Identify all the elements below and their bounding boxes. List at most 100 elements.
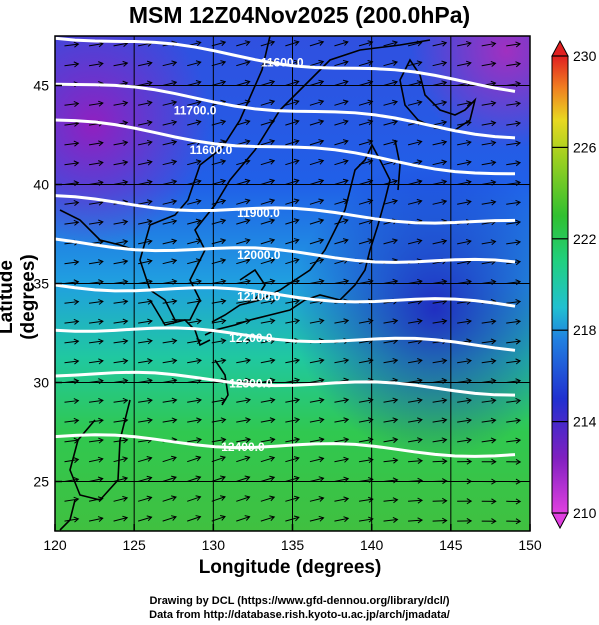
- wind-arrowhead: [417, 377, 423, 384]
- x-tick-label: 140: [360, 537, 384, 553]
- wind-arrow: [138, 340, 153, 344]
- wind-arrowhead: [171, 377, 178, 384]
- wind-arrowhead: [441, 397, 448, 404]
- wind-arrow: [285, 300, 300, 304]
- wind-arrowhead: [515, 219, 522, 226]
- wind-arrow: [334, 140, 349, 146]
- wind-arrow: [162, 340, 177, 344]
- wind-arrow: [187, 438, 202, 443]
- wind-arrowhead: [98, 140, 104, 147]
- wind-arrow: [481, 281, 496, 284]
- wind-arrowhead: [195, 179, 202, 185]
- wind-arrow: [506, 399, 521, 403]
- wind-arrow: [260, 160, 275, 166]
- wind-arrowhead: [73, 101, 80, 107]
- wind-arrowhead: [392, 397, 399, 404]
- colorbar-max-arrow: [551, 39, 569, 57]
- wind-arrowhead: [146, 100, 153, 107]
- wind-arrow: [236, 476, 250, 482]
- wind-arrowhead: [293, 495, 300, 502]
- wind-arrow: [236, 259, 250, 265]
- wind-arrow: [187, 379, 202, 383]
- plot-area: 11600.0 11700.0 11600.0 11900.0 12000.0 12100…: [55, 36, 530, 531]
- wind-arrowhead: [490, 120, 497, 127]
- wind-arrowhead: [490, 140, 497, 147]
- wind-arrowhead: [220, 119, 227, 126]
- wind-arrowhead: [368, 496, 374, 503]
- wind-arrow: [309, 399, 324, 403]
- wind-arrowhead: [490, 60, 497, 67]
- wind-arrowhead: [417, 517, 424, 524]
- wind-arrowhead: [220, 475, 226, 482]
- wind-arrowhead: [122, 358, 129, 365]
- colorbar-tick-label: 230: [573, 48, 597, 64]
- wind-arrow: [211, 41, 226, 47]
- wind-arrow: [408, 479, 423, 482]
- wind-arrowhead: [73, 496, 80, 503]
- wind-arrowhead: [515, 437, 522, 444]
- wind-arrow: [113, 477, 128, 482]
- wind-arrowhead: [122, 338, 129, 345]
- wind-arrowhead: [417, 437, 423, 444]
- wind-arrow: [211, 219, 226, 225]
- wind-arrowhead: [367, 178, 374, 185]
- wind-arrowhead: [171, 60, 178, 67]
- wind-arrow: [187, 61, 201, 67]
- wind-arrow: [236, 199, 250, 205]
- wind-arrow: [162, 379, 177, 383]
- wind-arrow: [457, 260, 471, 265]
- wind-arrow: [64, 439, 79, 443]
- wind-arrowhead: [441, 377, 448, 384]
- wind-arrowhead: [122, 515, 129, 522]
- wind-arrowhead: [491, 478, 497, 485]
- wind-arrow: [88, 439, 103, 443]
- wind-arrow: [334, 199, 349, 205]
- wind-arrow: [162, 300, 177, 304]
- wind-arrowhead: [244, 40, 251, 46]
- wind-arrow: [88, 142, 103, 146]
- wind-arrow: [506, 82, 521, 86]
- wind-arrowhead: [98, 219, 104, 226]
- wind-arrowhead: [269, 278, 276, 285]
- wind-arrow: [88, 281, 103, 284]
- wind-arrowhead: [441, 458, 448, 465]
- wind-arrow: [236, 516, 250, 522]
- wind-arrowhead: [171, 100, 178, 106]
- wind-arrowhead: [416, 198, 423, 205]
- wind-arrowhead: [269, 198, 276, 205]
- wind-arrowhead: [318, 357, 325, 364]
- wind-arrow: [432, 200, 447, 205]
- contour-line: [55, 326, 516, 352]
- wind-arrowhead: [98, 61, 104, 68]
- wind-arrow: [285, 239, 299, 245]
- wind-arrowhead: [171, 515, 177, 521]
- wind-arrow: [260, 140, 275, 146]
- wind-arrowhead: [367, 159, 374, 165]
- wind-arrow: [285, 219, 299, 225]
- wind-arrowhead: [196, 397, 202, 404]
- wind-arrow: [64, 221, 79, 225]
- wind-arrow: [64, 498, 79, 502]
- wind-arrowhead: [392, 417, 399, 424]
- wind-arrow: [113, 280, 128, 284]
- wind-arrowhead: [515, 478, 522, 485]
- wind-arrow: [64, 301, 79, 304]
- wind-arrowhead: [392, 178, 398, 185]
- wind-arrowhead: [269, 79, 276, 86]
- wind-arrowhead: [122, 456, 129, 463]
- wind-arrow: [138, 161, 152, 166]
- wind-arrowhead: [490, 239, 497, 246]
- wind-arrow: [358, 459, 373, 463]
- wind-arrow: [506, 63, 521, 67]
- wind-arrow: [138, 82, 152, 86]
- wind-arrow: [334, 478, 349, 482]
- wind-arrow: [113, 340, 128, 344]
- wind-arrowhead: [515, 100, 522, 107]
- wind-arrowhead: [318, 79, 325, 86]
- wind-arrowhead: [466, 279, 472, 285]
- wind-arrow: [187, 496, 201, 502]
- wind-arrow: [211, 516, 226, 522]
- wind-arrowhead: [244, 119, 251, 126]
- wind-arrow: [138, 181, 152, 185]
- wind-arrow: [236, 140, 250, 146]
